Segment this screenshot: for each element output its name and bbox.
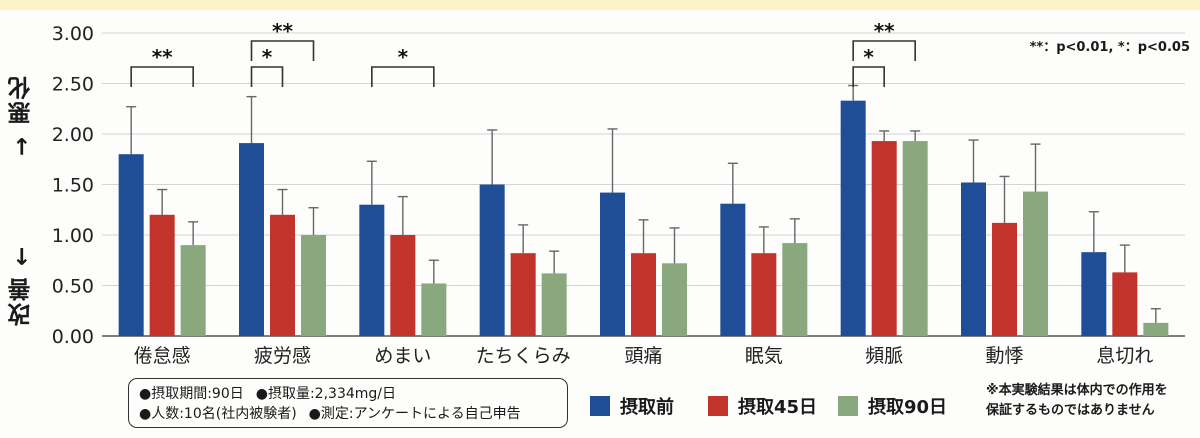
significance-label: * xyxy=(398,45,409,69)
legend-item-90days: 摂取90日 xyxy=(838,393,947,419)
y-axis-label-better: 改善 ← xyxy=(9,244,35,326)
bar xyxy=(180,245,206,336)
significance-bracket xyxy=(852,40,916,61)
study-info-box: ●摂取期間:90日 ●摂取量:2,334mg/日 ●人数:10名(社内被験者) ●測… xyxy=(128,378,568,428)
y-tick-label: 2.00 xyxy=(52,124,94,146)
x-tick-label: 頻脈 xyxy=(865,345,903,367)
bar xyxy=(301,235,326,336)
info-dose: ●摂取量:2,334mg/日 xyxy=(255,386,397,402)
bar xyxy=(118,154,144,336)
legend-item-45days: 摂取45日 xyxy=(708,393,817,419)
bar xyxy=(751,253,777,336)
x-tick-label: 眠気 xyxy=(745,345,783,367)
significance-bracket xyxy=(852,66,885,87)
significance-bracket xyxy=(250,66,284,87)
top-band xyxy=(0,0,1200,10)
bar xyxy=(1081,252,1107,336)
y-tick-label: 1.00 xyxy=(52,225,94,247)
legend-item-before: 摂取前 xyxy=(590,393,674,419)
significance-label: ** xyxy=(272,19,293,43)
legend-swatch-90days xyxy=(838,396,858,416)
bar xyxy=(662,263,687,336)
y-axis-label-worse: → 悪化 xyxy=(9,74,35,156)
bar xyxy=(239,143,264,336)
significance-label: * xyxy=(262,45,273,69)
significance-label: ** xyxy=(152,45,173,69)
significance-note: **：p<0.01, *：p<0.05 xyxy=(1029,40,1190,55)
x-tick-label: 息切れ xyxy=(1096,345,1153,367)
y-tick-label: 0.00 xyxy=(52,326,94,348)
x-tick-label: 動悸 xyxy=(985,345,1023,367)
info-subjects: ●人数:10名(社内被験者) xyxy=(139,406,297,422)
bar xyxy=(421,283,447,336)
significance-bracket xyxy=(130,66,194,87)
bar xyxy=(782,243,808,336)
y-tick-label: 0.50 xyxy=(52,276,94,298)
x-tick-label: めまい xyxy=(374,345,431,367)
legend-swatch-45days xyxy=(708,396,728,416)
legend-label-90days: 摂取90日 xyxy=(868,397,948,418)
significance-label: ** xyxy=(874,19,895,43)
bar xyxy=(1023,191,1048,336)
y-tick-label: 1.50 xyxy=(52,175,94,197)
bar xyxy=(1112,272,1138,336)
bar xyxy=(631,253,656,336)
bar xyxy=(961,182,986,336)
x-tick-label: 倦怠感 xyxy=(134,345,191,367)
disclaimer-line2: 保証するものではありません xyxy=(986,403,1155,418)
bar xyxy=(510,253,536,336)
bar xyxy=(720,203,746,336)
bar xyxy=(902,141,928,336)
info-period: ●摂取期間:90日 xyxy=(139,386,244,402)
significance-label: * xyxy=(863,45,874,69)
y-tick-label: 2.50 xyxy=(52,74,94,96)
legend-swatch-before xyxy=(590,396,610,416)
significance-bracket xyxy=(371,66,435,87)
bar xyxy=(479,184,505,336)
bar xyxy=(1143,322,1169,336)
bar xyxy=(871,141,897,336)
bar xyxy=(149,214,175,336)
x-tick-label: たちくらみ xyxy=(476,345,571,367)
x-tick-label: 頭痛 xyxy=(624,345,662,367)
disclaimer-line1: ※本実験結果は体内での作用を xyxy=(986,383,1168,398)
bar xyxy=(992,222,1017,336)
info-method: ●測定:アンケートによる自己申告 xyxy=(308,406,521,422)
x-tick-label: 疲労感 xyxy=(254,345,311,367)
bar xyxy=(840,100,866,336)
bar xyxy=(600,192,625,336)
significance-bracket xyxy=(250,40,315,61)
legend-label-45days: 摂取45日 xyxy=(738,397,818,418)
bar xyxy=(390,235,416,336)
bar xyxy=(541,273,567,336)
bar xyxy=(270,214,295,336)
bar xyxy=(359,204,385,336)
y-tick-label: 3.00 xyxy=(52,23,94,45)
legend-label-before: 摂取前 xyxy=(620,397,674,418)
disclaimer: ※本実験結果は体内での作用を 保証するものではありません xyxy=(986,381,1168,421)
